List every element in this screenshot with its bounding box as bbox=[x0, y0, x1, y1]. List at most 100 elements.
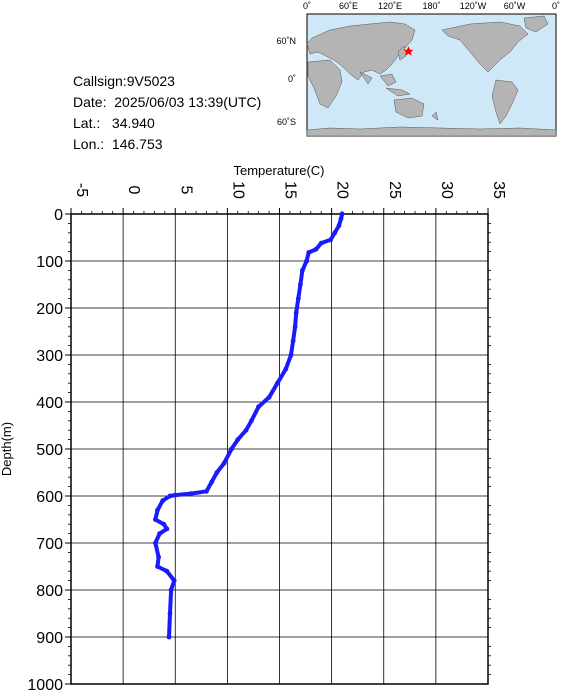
x-tick-label: 30 bbox=[438, 181, 455, 199]
temperature-data-point bbox=[295, 296, 301, 301]
y-tick-label: 1000 bbox=[27, 677, 63, 690]
temperature-data-point bbox=[168, 587, 174, 593]
map-longitude-label: 0˚ bbox=[552, 1, 560, 11]
location-marker-icon bbox=[403, 46, 414, 56]
map-latitude-label: 0˚ bbox=[288, 74, 296, 84]
temperature-data-point bbox=[304, 258, 309, 264]
x-tick-label: 0 bbox=[125, 186, 142, 195]
longitude-text: Lon.: 146.753 bbox=[73, 136, 163, 152]
temperature-data-point bbox=[339, 211, 345, 217]
map-longitude-label: 120˚W bbox=[460, 1, 487, 11]
callsign-text: Callsign:9V5023 bbox=[73, 73, 175, 89]
map-longitude-label: 60˚W bbox=[504, 1, 526, 11]
x-axis-ticks: -5 0 5 10 15 20 25 30 35 bbox=[70, 181, 507, 214]
y-tick-label: 300 bbox=[36, 348, 63, 365]
temperature-data-point bbox=[172, 492, 178, 498]
temperature-data-point bbox=[167, 611, 173, 616]
temperature-data-point bbox=[156, 554, 162, 560]
temperature-data-point bbox=[164, 568, 170, 574]
map-landmasses bbox=[306, 15, 557, 137]
map-land-australia bbox=[393, 97, 425, 119]
temperature-data-point bbox=[256, 404, 261, 410]
temperature-data-point bbox=[155, 564, 160, 569]
y-axis-ticks: 0 100 200 300 400 500 600 700 800 900 1000 bbox=[27, 207, 491, 690]
map-latitude-labels: 60˚N 0˚ 60˚S bbox=[276, 36, 296, 127]
x-axis-title: Temperature(C) bbox=[233, 163, 324, 178]
y-tick-label: 100 bbox=[36, 254, 63, 271]
y-axis-title: Depth(m) bbox=[0, 422, 14, 476]
temperature-data-point bbox=[328, 237, 333, 243]
latitude-text: Lat.: 34.940 bbox=[73, 115, 155, 131]
map-longitude-labels: 0˚ 60˚E 120˚E 180˚ 120˚W 60˚W 0˚ bbox=[303, 1, 560, 11]
temperature-data-point bbox=[275, 380, 280, 386]
temperature-data-point bbox=[338, 216, 344, 222]
y-tick-label: 800 bbox=[36, 583, 63, 600]
temperature-data-point bbox=[249, 418, 254, 424]
map-land-greenland bbox=[523, 15, 549, 33]
world-map: 0˚ 60˚E 120˚E 180˚ 120˚W 60˚W 0˚ 60˚N 0˚ 60˚S bbox=[276, 1, 560, 137]
temperature-data-point bbox=[283, 366, 289, 372]
temperature-data-point bbox=[266, 394, 272, 400]
temperature-data-point bbox=[155, 507, 160, 513]
temperature-profile-line bbox=[153, 212, 345, 639]
map-land-africa bbox=[307, 59, 343, 109]
temperature-data-point bbox=[235, 437, 241, 442]
temperature-data-point bbox=[336, 223, 342, 229]
map-land-eurasia bbox=[306, 21, 416, 81]
map-land-north-america bbox=[441, 21, 529, 73]
temperature-data-point bbox=[243, 427, 249, 433]
temperature-data-point bbox=[157, 531, 163, 536]
y-tick-label: 900 bbox=[36, 630, 63, 647]
x-tick-label: 10 bbox=[229, 181, 246, 199]
temperature-data-point bbox=[167, 493, 173, 499]
temperature-data-point bbox=[332, 230, 338, 236]
x-tick-label: 5 bbox=[177, 186, 194, 195]
y-tick-label: 200 bbox=[36, 301, 63, 318]
temperature-data-point bbox=[318, 240, 324, 246]
x-tick-label: 25 bbox=[386, 181, 403, 199]
x-tick-label: 20 bbox=[334, 181, 351, 199]
temperature-data-point bbox=[313, 246, 319, 252]
temperature-data-point bbox=[221, 460, 227, 466]
y-tick-label: 0 bbox=[54, 207, 63, 224]
map-longitude-label: 60˚E bbox=[339, 1, 358, 11]
map-land-new-zealand bbox=[431, 111, 439, 121]
y-tick-label: 500 bbox=[36, 442, 63, 459]
temperature-data-point bbox=[229, 446, 234, 452]
map-longitude-label: 120˚E bbox=[378, 1, 402, 11]
temperature-data-point bbox=[160, 498, 166, 504]
map-land-indonesia bbox=[385, 87, 411, 97]
temperature-data-point bbox=[164, 526, 170, 532]
date-text: Date: 2025/06/03 13:39(UTC) bbox=[73, 94, 262, 110]
chart-grid bbox=[70, 213, 489, 685]
x-tick-label: 35 bbox=[490, 181, 507, 199]
map-longitude-label: 180˚ bbox=[422, 1, 440, 11]
float-info-panel: Callsign:9V5023 Date: 2025/06/03 13:39(U… bbox=[73, 71, 261, 155]
temperature-data-point bbox=[153, 517, 158, 522]
temperature-data-point bbox=[306, 250, 312, 255]
map-latitude-label: 60˚N bbox=[276, 36, 296, 46]
temperature-data-point bbox=[292, 324, 298, 330]
y-tick-label: 700 bbox=[36, 536, 63, 553]
map-latitude-label: 60˚S bbox=[277, 117, 296, 127]
temperature-data-point bbox=[161, 521, 167, 527]
temperature-data-point bbox=[171, 578, 177, 583]
temperature-data-point bbox=[290, 338, 296, 344]
map-longitude-label: 0˚ bbox=[303, 1, 311, 11]
temperature-data-point bbox=[288, 352, 294, 358]
map-land-antarctica bbox=[306, 126, 557, 137]
map-land-india bbox=[359, 71, 373, 85]
map-land-indochina bbox=[379, 73, 397, 87]
temperature-data-point bbox=[214, 470, 220, 475]
temperature-data-point bbox=[153, 540, 158, 546]
y-tick-label: 400 bbox=[36, 395, 63, 412]
map-land-japan bbox=[397, 45, 407, 61]
temperature-profile-series bbox=[153, 211, 345, 640]
y-tick-label: 600 bbox=[36, 489, 63, 506]
temperature-data-point bbox=[188, 491, 194, 496]
temperature-data-point bbox=[209, 479, 215, 485]
temperature-data-point bbox=[298, 282, 303, 287]
x-tick-label: -5 bbox=[73, 183, 90, 197]
temperature-data-point bbox=[166, 634, 172, 640]
